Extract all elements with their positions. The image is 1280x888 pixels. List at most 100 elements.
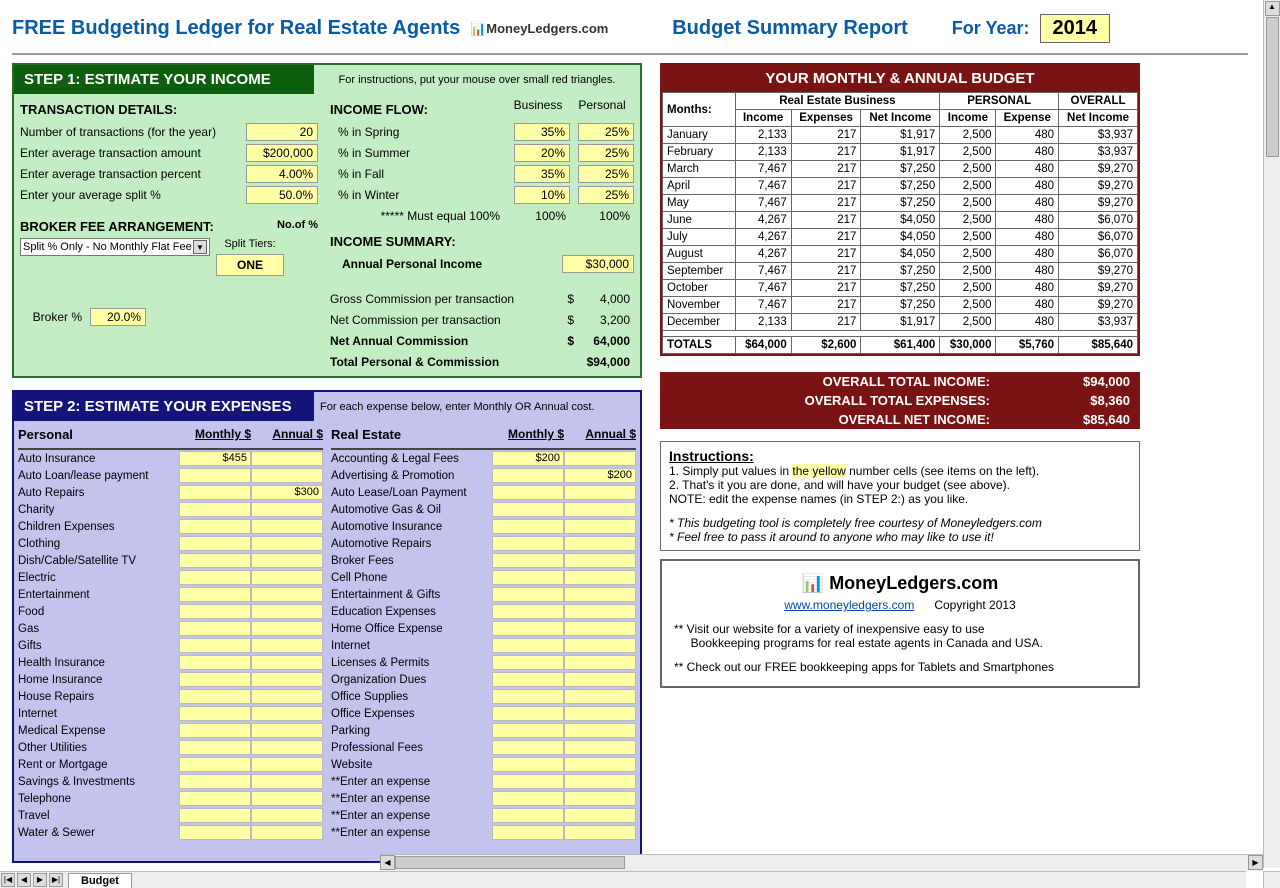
expense-monthly-input[interactable] bbox=[179, 485, 251, 500]
expense-name[interactable]: **Enter an expense bbox=[331, 827, 492, 839]
expense-name[interactable]: Other Utilities bbox=[18, 742, 179, 754]
expense-monthly-input[interactable] bbox=[179, 621, 251, 636]
expense-annual-input[interactable] bbox=[564, 655, 636, 670]
expense-annual-input[interactable] bbox=[564, 757, 636, 772]
expense-monthly-input[interactable] bbox=[492, 536, 564, 551]
expense-monthly-input[interactable] bbox=[179, 791, 251, 806]
expense-name[interactable]: Parking bbox=[331, 725, 492, 737]
expense-monthly-input[interactable] bbox=[492, 791, 564, 806]
expense-annual-input[interactable]: $300 bbox=[251, 485, 323, 500]
expense-monthly-input[interactable] bbox=[492, 587, 564, 602]
flow-business-input[interactable]: 10% bbox=[514, 186, 570, 204]
expense-annual-input[interactable] bbox=[564, 689, 636, 704]
expense-name[interactable]: Broker Fees bbox=[331, 555, 492, 567]
expense-annual-input[interactable] bbox=[564, 808, 636, 823]
flow-personal-input[interactable]: 25% bbox=[578, 186, 634, 204]
expense-annual-input[interactable] bbox=[251, 740, 323, 755]
tx-input[interactable]: 20 bbox=[246, 123, 318, 141]
expense-annual-input[interactable] bbox=[251, 587, 323, 602]
expense-annual-input[interactable] bbox=[564, 740, 636, 755]
expense-annual-input[interactable] bbox=[564, 604, 636, 619]
flow-business-input[interactable]: 35% bbox=[514, 123, 570, 141]
expense-annual-input[interactable] bbox=[564, 621, 636, 636]
expense-annual-input[interactable] bbox=[564, 723, 636, 738]
expense-annual-input[interactable] bbox=[251, 825, 323, 840]
api-input[interactable]: $30,000 bbox=[562, 255, 634, 273]
expense-annual-input[interactable] bbox=[564, 791, 636, 806]
expense-monthly-input[interactable] bbox=[179, 468, 251, 483]
expense-monthly-input[interactable] bbox=[492, 519, 564, 534]
expense-annual-input[interactable] bbox=[251, 553, 323, 568]
tab-nav-next-icon[interactable]: ▶ bbox=[33, 873, 47, 887]
expense-monthly-input[interactable] bbox=[179, 808, 251, 823]
scroll-right-icon[interactable]: ▶ bbox=[1248, 855, 1263, 870]
expense-annual-input[interactable] bbox=[251, 672, 323, 687]
expense-monthly-input[interactable] bbox=[492, 706, 564, 721]
expense-annual-input[interactable] bbox=[564, 706, 636, 721]
expense-monthly-input[interactable] bbox=[492, 553, 564, 568]
expense-monthly-input[interactable] bbox=[179, 774, 251, 789]
expense-monthly-input[interactable] bbox=[492, 689, 564, 704]
expense-name[interactable]: Licenses & Permits bbox=[331, 657, 492, 669]
expense-name[interactable]: Home Office Expense bbox=[331, 623, 492, 635]
expense-annual-input[interactable] bbox=[564, 570, 636, 585]
tx-input[interactable]: 4.00% bbox=[246, 165, 318, 183]
expense-name[interactable]: **Enter an expense bbox=[331, 793, 492, 805]
expense-name[interactable]: Auto Lease/Loan Payment bbox=[331, 487, 492, 499]
expense-monthly-input[interactable] bbox=[179, 706, 251, 721]
tx-input[interactable]: $200,000 bbox=[246, 144, 318, 162]
flow-business-input[interactable]: 35% bbox=[514, 165, 570, 183]
expense-name[interactable]: House Repairs bbox=[18, 691, 179, 703]
expense-name[interactable]: Gifts bbox=[18, 640, 179, 652]
expense-annual-input[interactable] bbox=[251, 706, 323, 721]
expense-monthly-input[interactable] bbox=[492, 638, 564, 653]
expense-name[interactable]: Cell Phone bbox=[331, 572, 492, 584]
hscroll-thumb[interactable] bbox=[395, 856, 625, 869]
expense-name[interactable]: Automotive Insurance bbox=[331, 521, 492, 533]
expense-monthly-input[interactable] bbox=[492, 740, 564, 755]
flow-personal-input[interactable]: 25% bbox=[578, 144, 634, 162]
expense-name[interactable]: Clothing bbox=[18, 538, 179, 550]
expense-monthly-input[interactable] bbox=[179, 519, 251, 534]
expense-monthly-input[interactable] bbox=[492, 808, 564, 823]
expense-name[interactable]: Savings & Investments bbox=[18, 776, 179, 788]
expense-annual-input[interactable] bbox=[564, 638, 636, 653]
footer-url[interactable]: www.moneyledgers.com bbox=[784, 598, 914, 612]
expense-name[interactable]: Education Expenses bbox=[331, 606, 492, 618]
expense-monthly-input[interactable] bbox=[179, 553, 251, 568]
broker-fee-select[interactable]: Split % Only - No Monthly Flat Fee ▼ bbox=[20, 238, 210, 256]
expense-monthly-input[interactable] bbox=[492, 468, 564, 483]
expense-monthly-input[interactable] bbox=[179, 825, 251, 840]
expense-annual-input[interactable] bbox=[564, 587, 636, 602]
expense-annual-input[interactable] bbox=[564, 553, 636, 568]
expense-monthly-input[interactable] bbox=[492, 672, 564, 687]
expense-monthly-input[interactable] bbox=[492, 604, 564, 619]
expense-annual-input[interactable] bbox=[251, 723, 323, 738]
expense-name[interactable]: Professional Fees bbox=[331, 742, 492, 754]
expense-name[interactable]: Telephone bbox=[18, 793, 179, 805]
expense-monthly-input[interactable]: $455 bbox=[179, 451, 251, 466]
expense-monthly-input[interactable] bbox=[179, 689, 251, 704]
expense-monthly-input[interactable] bbox=[179, 740, 251, 755]
vscroll-thumb[interactable] bbox=[1266, 17, 1279, 157]
expense-monthly-input[interactable] bbox=[179, 570, 251, 585]
expense-monthly-input[interactable] bbox=[179, 672, 251, 687]
expense-annual-input[interactable] bbox=[251, 655, 323, 670]
expense-annual-input[interactable] bbox=[564, 485, 636, 500]
expense-name[interactable]: Office Expenses bbox=[331, 708, 492, 720]
scroll-left-icon[interactable]: ◀ bbox=[380, 855, 395, 870]
flow-personal-input[interactable]: 25% bbox=[578, 165, 634, 183]
expense-name[interactable]: Website bbox=[331, 759, 492, 771]
expense-monthly-input[interactable] bbox=[179, 655, 251, 670]
expense-monthly-input[interactable] bbox=[179, 757, 251, 772]
expense-annual-input[interactable] bbox=[251, 808, 323, 823]
broker-pct-input[interactable]: 20.0% bbox=[90, 308, 146, 326]
expense-annual-input[interactable] bbox=[251, 774, 323, 789]
expense-name[interactable]: Entertainment bbox=[18, 589, 179, 601]
sheet-tab-budget[interactable]: Budget bbox=[68, 873, 132, 888]
expense-annual-input[interactable] bbox=[564, 519, 636, 534]
expense-annual-input[interactable] bbox=[564, 536, 636, 551]
expense-name[interactable]: Medical Expense bbox=[18, 725, 179, 737]
expense-annual-input[interactable] bbox=[251, 468, 323, 483]
scroll-up-icon[interactable]: ▲ bbox=[1265, 1, 1280, 16]
